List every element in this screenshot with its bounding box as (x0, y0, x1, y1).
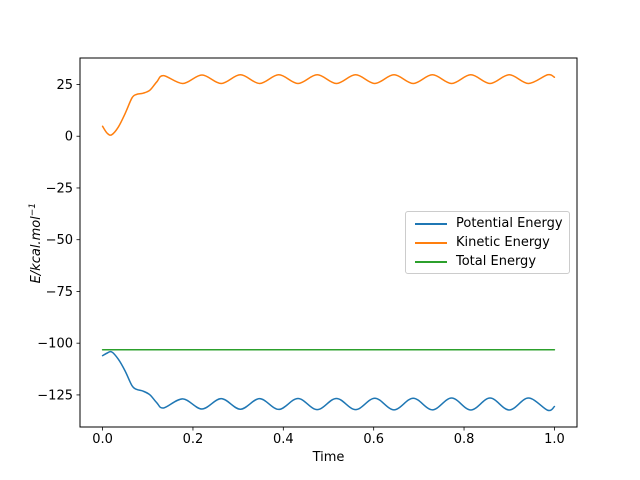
x-tick-label: 0.2 (183, 432, 204, 447)
legend-entry-potential: Potential Energy (415, 216, 563, 231)
legend-entry-total: Total Energy (415, 254, 560, 269)
potential-energy-line-sample (415, 222, 447, 225)
x-tick-label: 1.0 (544, 432, 565, 447)
legend-label-potential: Potential Energy (456, 216, 563, 231)
kinetic-energy-line-sample (415, 241, 447, 244)
x-tick-label: 0.6 (363, 432, 384, 447)
potential-energy-line (101, 350, 556, 412)
y-tick-label: 25 (56, 78, 73, 93)
x-axis-label: Time (312, 450, 345, 465)
legend: Potential Energy Kinetic Energy Total En… (405, 211, 570, 274)
y-tick-label: −125 (37, 388, 73, 403)
axes-spines (79, 57, 578, 428)
x-tick-label: 0.0 (92, 432, 113, 447)
y-tick-label: −75 (46, 285, 73, 300)
legend-label-total: Total Energy (456, 254, 537, 269)
y-axis-label-base: E/kcal.mol (29, 216, 45, 284)
y-tick-label: −50 (46, 233, 73, 248)
x-tick-label: 0.8 (454, 432, 475, 447)
y-tick-label: 0 (65, 130, 73, 145)
total-energy-line-sample (415, 260, 447, 263)
y-tick-label: −25 (46, 181, 73, 196)
y-tick-label: −100 (37, 337, 73, 352)
kinetic-energy-line (101, 73, 556, 136)
legend-entry-kinetic: Kinetic Energy (415, 235, 560, 250)
legend-label-kinetic: Kinetic Energy (456, 235, 550, 250)
x-tick-label: 0.4 (273, 432, 294, 447)
y-axis-label: E/kcal.mol−1 (28, 53, 44, 433)
y-axis-label-exponent: −1 (27, 202, 38, 217)
